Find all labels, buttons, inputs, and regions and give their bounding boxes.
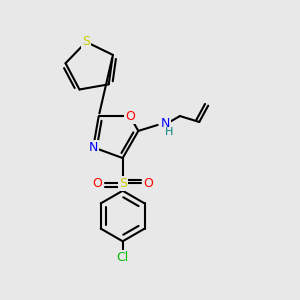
Text: Cl: Cl xyxy=(116,251,129,264)
Text: O: O xyxy=(125,110,135,123)
Text: N: N xyxy=(160,117,170,130)
Text: S: S xyxy=(119,177,127,190)
Text: O: O xyxy=(143,177,153,190)
Text: H: H xyxy=(165,128,174,137)
Text: S: S xyxy=(82,35,90,48)
Text: O: O xyxy=(92,177,102,190)
Text: N: N xyxy=(88,141,98,154)
